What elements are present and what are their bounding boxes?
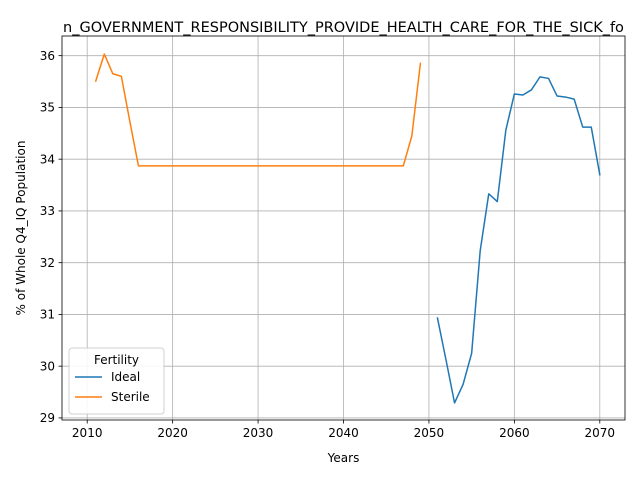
y-tick-label: 29 [40, 411, 55, 425]
series-layer [94, 53, 601, 404]
y-tick-label: 31 [40, 308, 55, 322]
y-tick-label: 30 [40, 359, 55, 373]
y-tick-label: 35 [40, 101, 55, 115]
legend-label-ideal: Ideal [111, 370, 140, 384]
series-line-sterile [94, 53, 422, 167]
x-tick-label: 2040 [328, 426, 359, 440]
x-tick-label: 2070 [585, 426, 616, 440]
legend-title: Fertility [94, 353, 139, 367]
chart-title: n_GOVERNMENT_RESPONSIBILITY_PROVIDE_HEAL… [63, 20, 624, 36]
y-tick-label: 36 [40, 49, 55, 63]
y-tick-label: 34 [40, 152, 55, 166]
x-tick-label: 2020 [157, 426, 188, 440]
plot-frame [61, 35, 626, 421]
grid-layer [62, 36, 625, 420]
x-tick-label: 2050 [414, 426, 445, 440]
axes-layer: 2010 2020 2030 2040 2050 2060 2070 29 30 31 32 33 34… [40, 35, 626, 440]
y-tick-label: 33 [40, 204, 55, 218]
legend: Fertility Ideal Sterile [68, 347, 165, 415]
series-line-ideal [436, 76, 601, 404]
y-tick-label: 32 [40, 256, 55, 270]
y-axis-label: % of Whole Q4_IQ Population [14, 141, 28, 316]
x-axis-label: Years [327, 451, 360, 465]
legend-label-sterile: Sterile [111, 390, 150, 404]
x-tick-label: 2010 [72, 426, 103, 440]
x-tick-label: 2060 [499, 426, 530, 440]
x-tick-label: 2030 [243, 426, 274, 440]
